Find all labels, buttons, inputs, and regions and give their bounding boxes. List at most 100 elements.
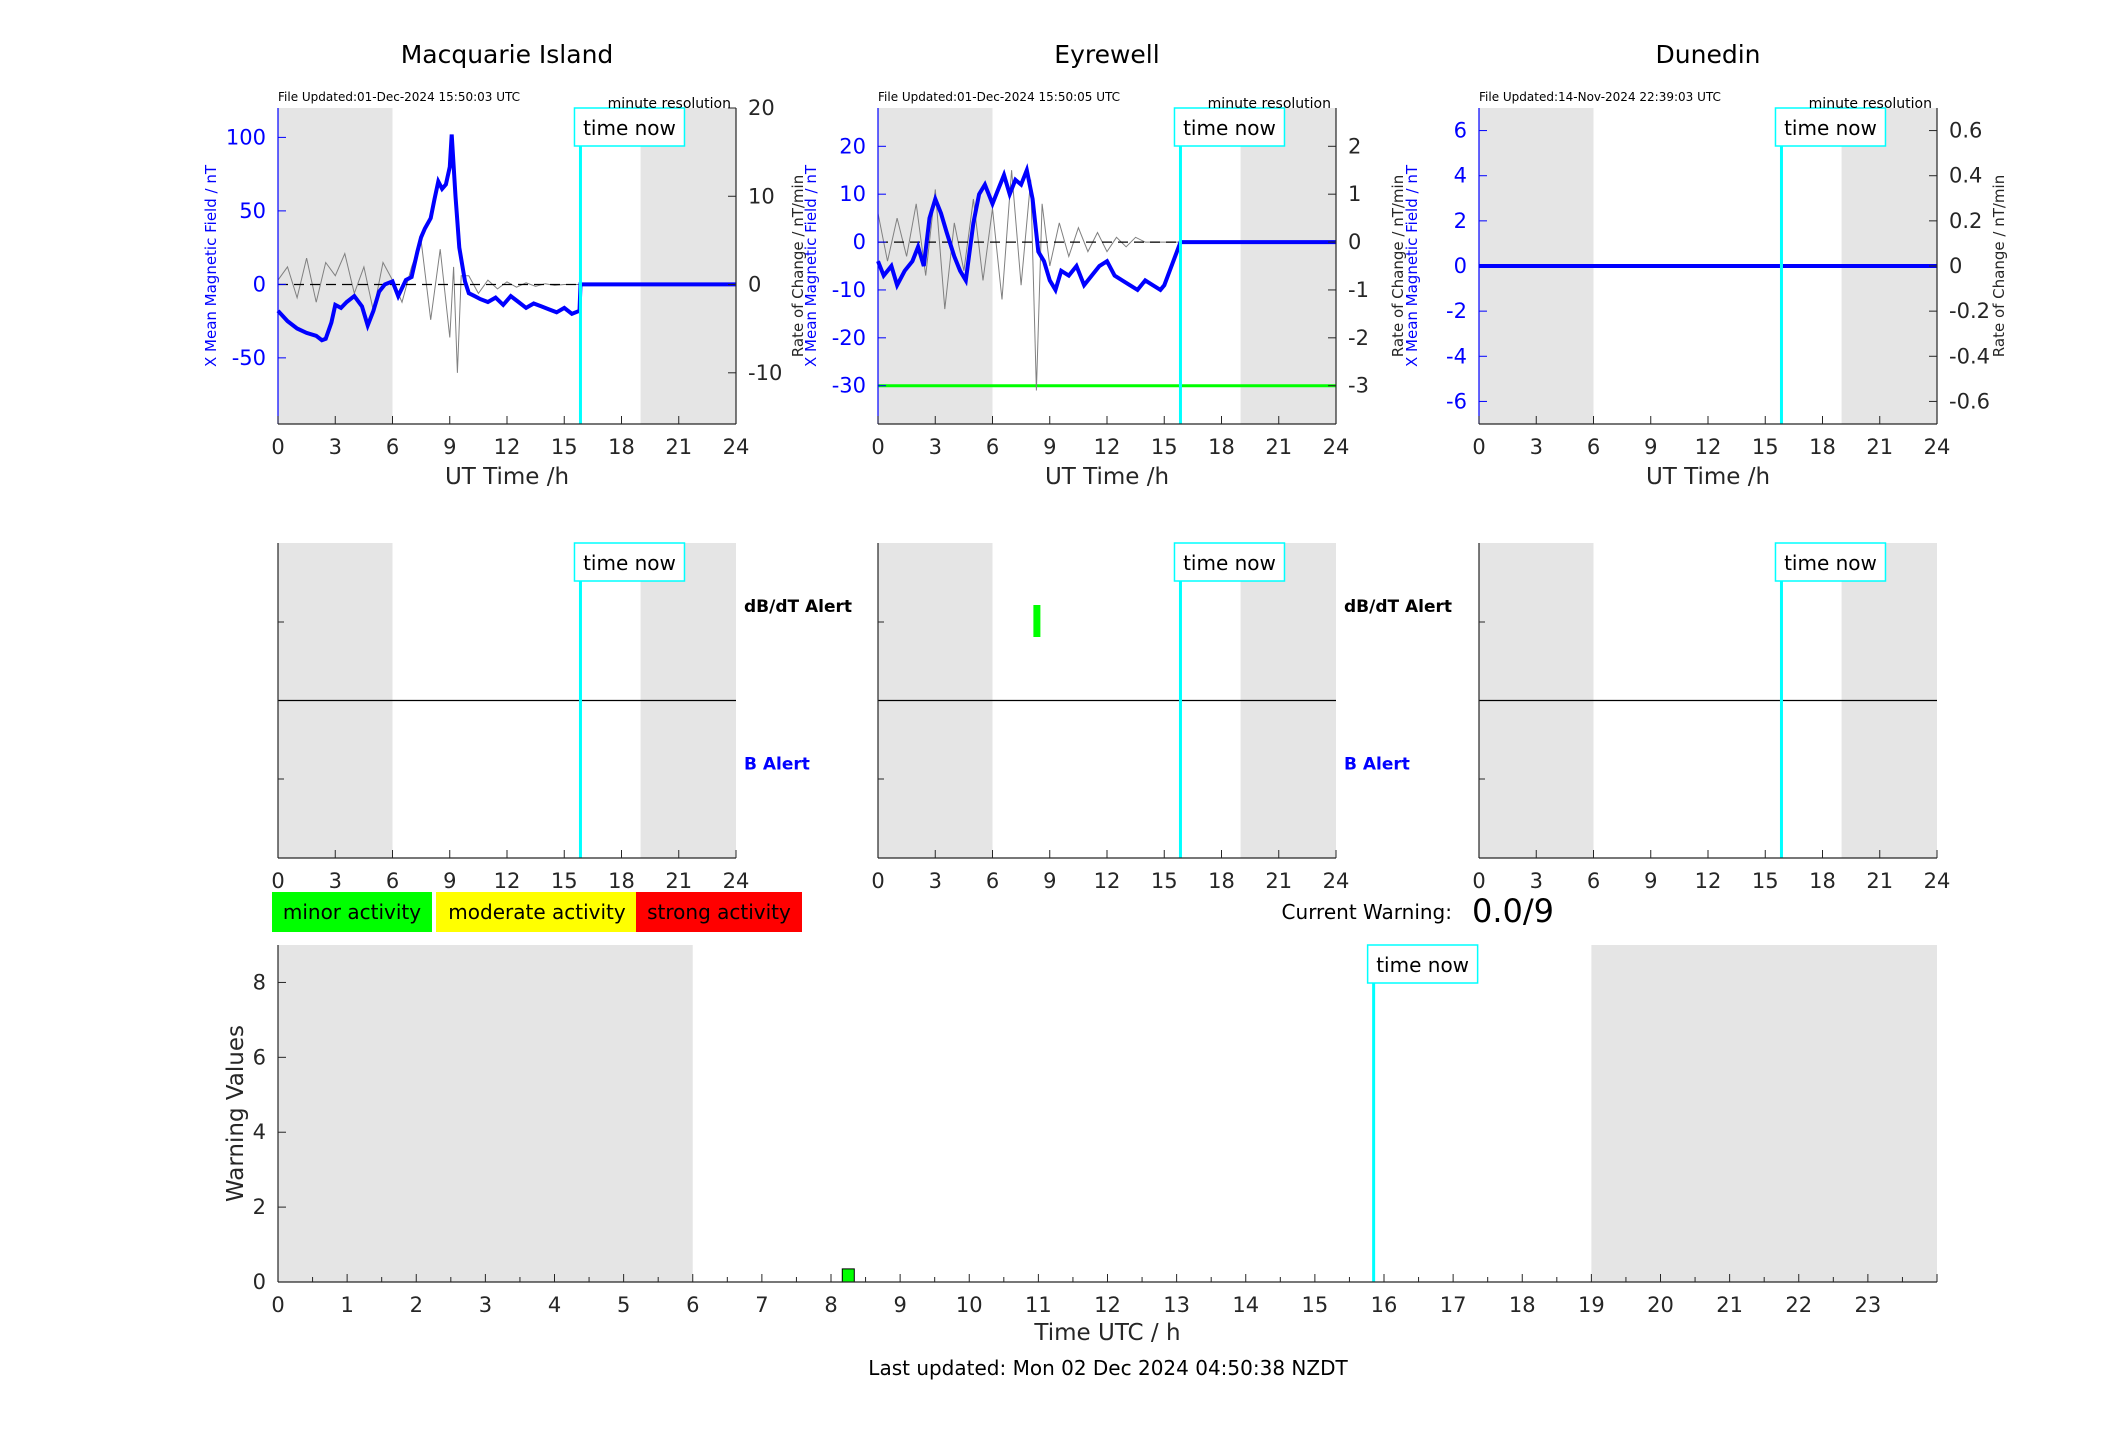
station-title: Dunedin <box>1656 40 1761 69</box>
x-tick-label: 2 <box>410 1293 423 1317</box>
y-tick-label-right: -0.6 <box>1949 389 1990 413</box>
x-tick-label: 9 <box>1644 869 1657 893</box>
x-tick-label: 21 <box>1265 869 1292 893</box>
y-tick-label-left: -20 <box>832 326 866 350</box>
x-tick-label: 3 <box>929 869 942 893</box>
x-tick-label: 18 <box>608 869 635 893</box>
time-now-box <box>1366 944 1479 984</box>
night-band <box>278 945 693 1282</box>
time-now-box <box>1774 542 1887 582</box>
y-tick-label-left: 4 <box>1454 164 1467 188</box>
magnetometer-panel-1: time now 0 3 6 9 12 15 18 21 24 -50 0 50 100 -10 0 10 20 M… <box>202 40 807 490</box>
x-tick-label: 6 <box>386 435 399 459</box>
x-tick-label: 24 <box>1924 435 1951 459</box>
x-tick-label: 21 <box>1265 435 1292 459</box>
x-tick-label: 15 <box>551 869 578 893</box>
x-tick-label: 15 <box>1151 869 1178 893</box>
x-tick-label: 0 <box>871 435 884 459</box>
x-tick-label: 18 <box>1809 435 1836 459</box>
y-axis-label-left: X Mean Magnetic Field / nT <box>802 164 820 367</box>
x-axis-label: UT Time /h <box>445 464 569 490</box>
legend-label: minor activity <box>283 900 421 924</box>
x-tick-label: 0 <box>271 435 284 459</box>
time-now-label: time now <box>583 116 676 140</box>
y-tick-label-right: 0.6 <box>1949 119 1982 143</box>
y-tick-label: 2 <box>253 1195 266 1219</box>
rate-of-change-line <box>277 240 581 373</box>
x-tick-label: 7 <box>755 1293 768 1317</box>
y-tick-label-left: -4 <box>1446 344 1467 368</box>
dbdt-alert-label: dB/dT Alert <box>1344 597 1452 617</box>
x-tick-label: 18 <box>608 435 635 459</box>
time-now-label: time now <box>1183 116 1276 140</box>
x-tick-label: 16 <box>1371 1293 1398 1317</box>
y-tick-label-left: -2 <box>1446 299 1467 323</box>
y-tick-label-right: -0.2 <box>1949 299 1990 323</box>
x-tick-label: 9 <box>443 435 456 459</box>
x-tick-label: 19 <box>1578 1293 1605 1317</box>
last-updated: Last updated: Mon 02 Dec 2024 04:50:38 N… <box>868 1356 1348 1380</box>
time-now-box <box>573 542 686 582</box>
x-tick-label: 20 <box>1647 1293 1674 1317</box>
y-tick-label-left: -6 <box>1446 389 1467 413</box>
y-tick-label-left: -50 <box>232 346 266 370</box>
y-tick-label-left: 2 <box>1454 209 1467 233</box>
x-tick-label: 18 <box>1208 435 1235 459</box>
x-tick-label: 6 <box>1587 435 1600 459</box>
x-tick-label: 24 <box>1323 435 1350 459</box>
y-tick-label-right: 1 <box>1348 182 1361 206</box>
y-tick-label-left: 100 <box>226 125 266 149</box>
y-tick-label-right: 20 <box>748 96 775 120</box>
time-now-box <box>1173 542 1286 582</box>
current-warning-value: 0.0/9 <box>1472 892 1554 930</box>
y-tick-label-left: 10 <box>839 182 866 206</box>
alert-panel-3: time now 0 3 6 9 12 15 18 21 24 <box>1472 542 1950 893</box>
x-tick-label: 6 <box>1587 869 1600 893</box>
x-tick-label: 0 <box>271 1293 284 1317</box>
x-tick-label: 8 <box>824 1293 837 1317</box>
x-tick-label: 10 <box>956 1293 983 1317</box>
x-tick-label: 5 <box>617 1293 630 1317</box>
x-tick-label: 12 <box>1094 435 1121 459</box>
x-tick-label: 3 <box>329 869 342 893</box>
y-axis-label-left: X Mean Magnetic Field / nT <box>1403 164 1421 367</box>
file-updated: File Updated:14-Nov-2024 22:39:03 UTC <box>1479 90 1721 104</box>
x-tick-label: 23 <box>1855 1293 1882 1317</box>
alert-panel-1: time now 0 3 6 9 12 15 18 21 24 dB/dT Alert B Alert <box>271 542 852 893</box>
x-tick-label: 3 <box>329 435 342 459</box>
b-alert-label: B Alert <box>1344 755 1410 775</box>
x-tick-label: 9 <box>1644 435 1657 459</box>
x-tick-label: 14 <box>1232 1293 1259 1317</box>
night-band <box>278 108 393 424</box>
x-tick-label: 21 <box>1716 1293 1743 1317</box>
file-updated: File Updated:01-Dec-2024 15:50:05 UTC <box>878 90 1120 104</box>
time-now-box <box>1173 107 1286 147</box>
y-tick-label-right: -0.4 <box>1949 344 1990 368</box>
y-tick-label-left: 50 <box>239 199 266 223</box>
file-updated: File Updated:01-Dec-2024 15:50:03 UTC <box>278 90 520 104</box>
x-tick-label: 13 <box>1163 1293 1190 1317</box>
x-axis-label: UT Time /h <box>1045 464 1169 490</box>
x-tick-label: 12 <box>1094 1293 1121 1317</box>
x-tick-label: 12 <box>494 869 521 893</box>
night-band <box>1240 108 1336 424</box>
x-tick-label: 9 <box>443 869 456 893</box>
x-tick-label: 9 <box>893 1293 906 1317</box>
x-tick-label: 15 <box>1302 1293 1329 1317</box>
night-band <box>640 108 736 424</box>
alert-panel-2: time now 0 3 6 9 12 15 18 21 24 dB/dT Alert B Alert <box>871 542 1452 893</box>
station-title: Macquarie Island <box>401 40 614 69</box>
y-tick-label-left: 20 <box>839 134 866 158</box>
x-field-line <box>876 163 1336 295</box>
current-warning: Current Warning: 0.0/9 <box>1282 892 1554 930</box>
y-tick-label-right: -2 <box>1348 326 1369 350</box>
time-now-label: time now <box>1784 116 1877 140</box>
y-tick-label-right: 2 <box>1348 134 1361 158</box>
y-tick-label: 4 <box>253 1120 266 1144</box>
y-tick-label-left: 0 <box>1454 254 1467 278</box>
y-tick-label-left: -10 <box>832 278 866 302</box>
y-axis-label: Warning Values <box>223 1025 249 1202</box>
x-tick-label: 21 <box>1866 435 1893 459</box>
x-tick-label: 18 <box>1809 869 1836 893</box>
